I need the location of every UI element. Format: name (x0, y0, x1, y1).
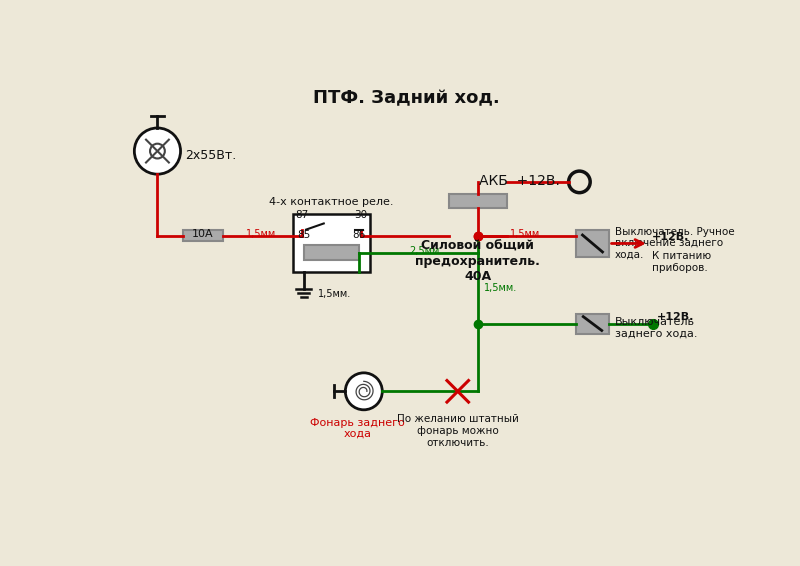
Circle shape (134, 128, 181, 174)
Text: +12В.: +12В. (652, 232, 689, 242)
Text: +12В.: +12В. (657, 312, 694, 322)
Text: 85: 85 (297, 230, 310, 241)
Bar (304, 245, 359, 260)
Text: 1,5мм.: 1,5мм. (246, 229, 279, 239)
Text: 2,5мм.: 2,5мм. (410, 246, 443, 256)
Text: АКБ  +12В.: АКБ +12В. (479, 174, 560, 188)
Text: 1,5мм.: 1,5мм. (484, 283, 517, 293)
Text: 86: 86 (353, 230, 366, 241)
Text: Фонарь заднего
хода: Фонарь заднего хода (310, 418, 405, 439)
Text: 10А: 10А (192, 229, 214, 239)
Text: 4-х контактное реле.: 4-х контактное реле. (270, 196, 394, 207)
Bar (576, 230, 609, 256)
Bar (576, 314, 609, 333)
Bar (449, 194, 506, 208)
Text: 1,5мм.: 1,5мм. (510, 229, 544, 239)
Bar (183, 230, 223, 241)
Text: По желанию штатный
фонарь можно
отключить.: По желанию штатный фонарь можно отключит… (397, 414, 518, 448)
Text: Выключатель
заднего хода.: Выключатель заднего хода. (615, 318, 698, 339)
Text: 87: 87 (295, 211, 309, 220)
Bar (293, 214, 370, 272)
Text: 1,5мм.: 1,5мм. (318, 289, 351, 298)
Text: Силовой общий
предохранитель.
40А: Силовой общий предохранитель. 40А (415, 239, 540, 282)
Text: Выключатель. Ручное
включение заднего
хода.: Выключатель. Ручное включение заднего хо… (615, 226, 734, 260)
Text: 2х55Вт.: 2х55Вт. (185, 149, 237, 162)
Text: К питанию
приборов.: К питанию приборов. (652, 251, 711, 273)
Text: ПТФ. Задний ход.: ПТФ. Задний ход. (313, 89, 499, 108)
Text: 30: 30 (354, 211, 367, 220)
Circle shape (346, 373, 382, 410)
